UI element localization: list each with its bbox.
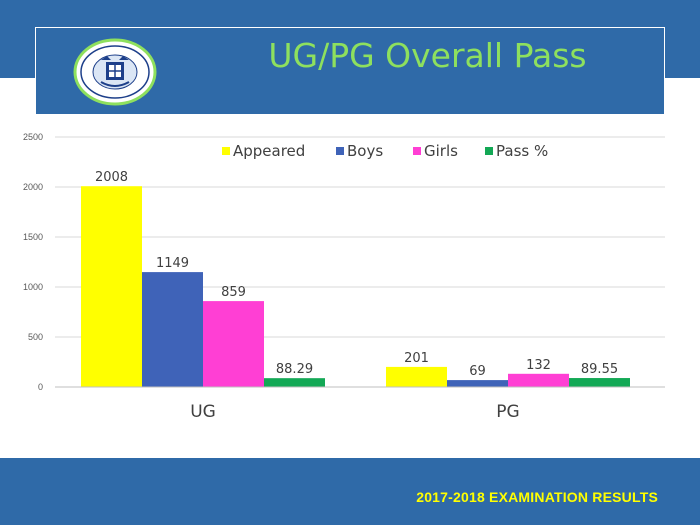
data-label: 89.55 bbox=[581, 362, 618, 377]
college-seal-icon bbox=[73, 38, 157, 106]
data-label: 69 bbox=[469, 364, 486, 379]
y-tick-label: 1000 bbox=[23, 282, 43, 292]
bar-girls-pg bbox=[508, 373, 569, 387]
legend-label: Pass % bbox=[496, 142, 548, 160]
y-tick-label: 1500 bbox=[23, 232, 43, 242]
y-tick-label: 500 bbox=[28, 332, 43, 342]
y-tick-label: 0 bbox=[38, 382, 43, 392]
data-label: 2008 bbox=[95, 170, 128, 185]
footer-band bbox=[0, 458, 700, 525]
bar-appeared-ug bbox=[81, 186, 142, 387]
legend-swatch bbox=[413, 147, 421, 155]
legend-label: Boys bbox=[347, 142, 383, 160]
bar-appeared-pg bbox=[386, 366, 447, 387]
data-label: 132 bbox=[526, 358, 551, 373]
y-tick-label: 2500 bbox=[23, 132, 43, 142]
bar-pass--ug bbox=[264, 378, 325, 387]
y-tick-label: 2000 bbox=[23, 182, 43, 192]
x-category-label: PG bbox=[496, 402, 519, 422]
bar-girls-ug bbox=[203, 301, 264, 387]
legend-label: Girls bbox=[424, 142, 458, 160]
bar-chart: 0 500 1000 1500 2000 2500 2008 1149 859 88.29 UG 20… bbox=[23, 132, 665, 422]
bar-boys-ug bbox=[142, 272, 203, 387]
footer-text: 2017-2018 EXAMINATION RESULTS bbox=[416, 489, 658, 505]
legend-swatch bbox=[222, 147, 230, 155]
legend-swatch bbox=[485, 147, 493, 155]
legend-swatch bbox=[336, 147, 344, 155]
bar-pass--pg bbox=[569, 378, 630, 387]
legend-label: Appeared bbox=[233, 142, 305, 160]
data-label: 201 bbox=[404, 351, 429, 366]
data-label: 859 bbox=[221, 285, 246, 300]
data-label: 88.29 bbox=[276, 362, 313, 377]
x-category-label: UG bbox=[190, 402, 216, 422]
slide-title: UG/PG Overall Pass bbox=[268, 36, 587, 75]
data-label: 1149 bbox=[156, 256, 189, 271]
bar-boys-pg bbox=[447, 380, 508, 387]
